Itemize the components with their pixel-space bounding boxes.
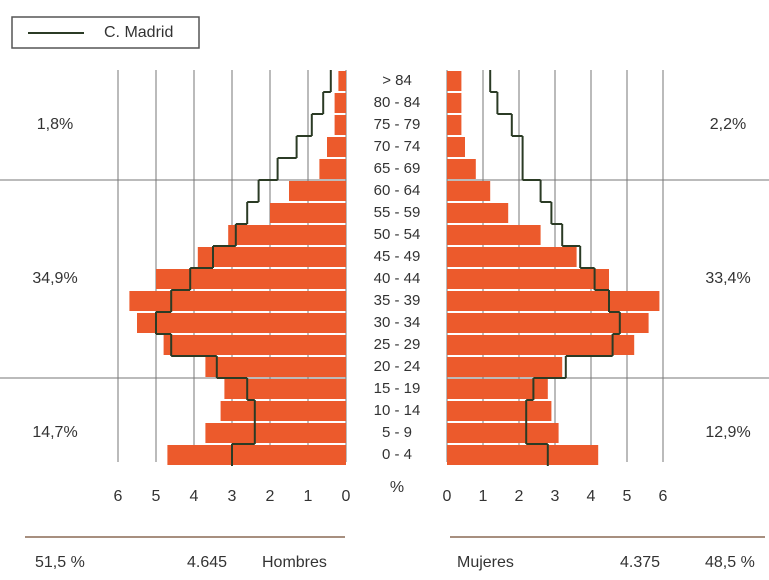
bar [167,445,346,465]
group-percent: 12,9% [705,424,750,441]
category-label cat: 70 - 74 [374,138,421,155]
x-tick-label: 0 [342,488,351,505]
bar [447,159,476,179]
total-count: 4.375 [620,554,660,571]
category-label cat: 15 - 19 [374,380,421,397]
x-tick-label: 4 [587,488,596,505]
bar [129,291,346,311]
x-tick-label: 2 [266,488,275,505]
bar [270,203,346,223]
group-percent: 14,7% [32,424,77,441]
x-tick-label: 5 [152,488,161,505]
category-label cat: 60 - 64 [374,182,421,199]
category-label cat: 50 - 54 [374,226,421,243]
bar [338,71,346,91]
total-label: Mujeres [457,554,514,571]
bar [220,401,346,421]
group-percent: 34,9% [32,270,77,287]
category-label cat: > 84 [382,72,412,89]
group-percent: 1,8% [37,116,73,133]
x-tick-label: 2 [515,488,524,505]
x-tick-label: 6 [659,488,668,505]
bar [447,181,491,201]
bar [447,379,548,399]
x-axis-label: % [390,479,404,496]
bar [447,401,552,421]
x-tick-label: 1 [479,488,488,505]
bar [447,137,465,157]
x-tick-label: 6 [114,488,123,505]
category-label cat: 10 - 14 [374,402,421,419]
category-label cat: 20 - 24 [374,358,421,375]
bar [319,159,346,179]
category-label cat: 45 - 49 [374,248,421,265]
bar [447,445,599,465]
total-percent: 48,5 % [705,554,755,571]
x-tick-label: 1 [304,488,313,505]
category-label cat: 40 - 44 [374,270,421,287]
x-tick-label: 3 [228,488,237,505]
bar [224,379,346,399]
total-percent: 51,5 % [35,554,85,571]
bar [447,93,462,113]
category-label cat: 75 - 79 [374,116,421,133]
x-tick-label: 3 [551,488,560,505]
bar [447,291,660,311]
bar [289,181,346,201]
bar [228,225,346,245]
category-label cat: 0 - 4 [382,446,412,463]
bar [447,357,563,377]
bar [447,247,577,267]
x-tick-label: 5 [623,488,632,505]
x-tick-label: 4 [190,488,199,505]
bar [447,225,541,245]
bar [447,313,649,333]
bar [205,357,346,377]
bar [205,423,346,443]
bar [334,93,346,113]
category-label cat: 25 - 29 [374,336,421,353]
bar [163,335,346,355]
bar [334,115,346,135]
category-label cat: 5 - 9 [382,424,412,441]
bar [447,335,635,355]
legend-label: C. Madrid [104,24,173,41]
group-percent: 2,2% [710,116,746,133]
total-count: 4.645 [187,554,227,571]
bar [447,423,559,443]
bar [447,115,462,135]
bar [327,137,346,157]
bar [447,71,462,91]
category-label cat: 35 - 39 [374,292,421,309]
bar [197,247,346,267]
total-label: Hombres [262,554,327,571]
x-tick-label: 0 [443,488,452,505]
category-label cat: 65 - 69 [374,160,421,177]
bar [156,269,346,289]
bar [137,313,346,333]
group-percent: 33,4% [705,270,750,287]
bar [447,203,509,223]
bar [447,269,609,289]
category-label cat: 80 - 84 [374,94,421,111]
category-label cat: 30 - 34 [374,314,421,331]
category-label cat: 55 - 59 [374,204,421,221]
